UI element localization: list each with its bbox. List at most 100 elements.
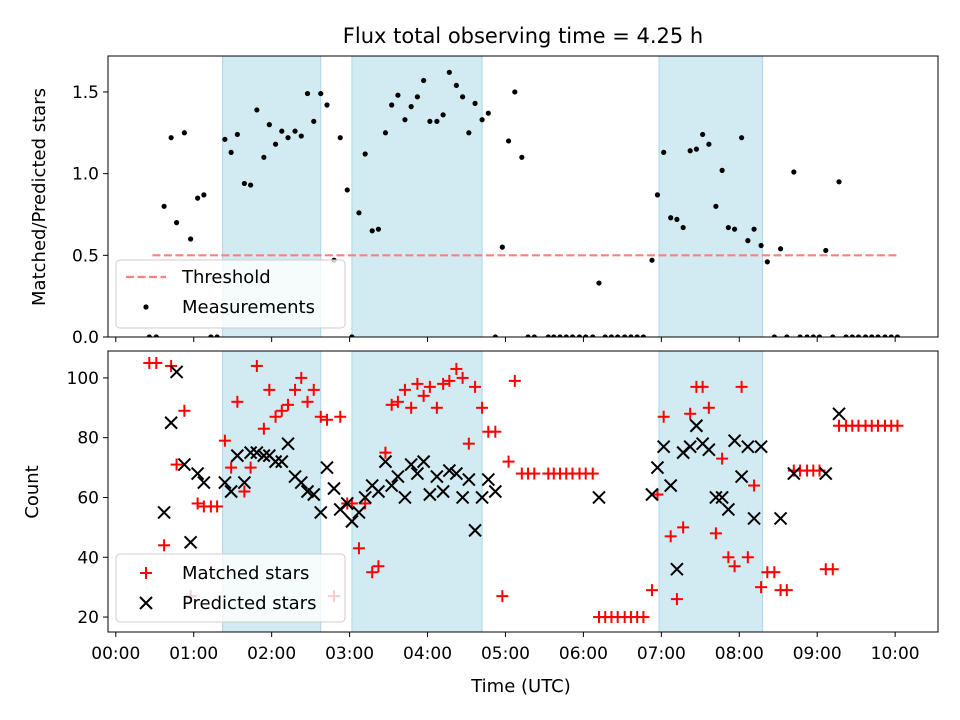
- x-stroke: [727, 433, 742, 448]
- matched-star-point: [709, 527, 722, 540]
- top-legend: Threshold Measurements: [115, 259, 346, 329]
- bottom-y-axis: 20 40 60 80 100: [67, 369, 108, 628]
- x-stroke: [592, 490, 606, 505]
- matched-star-point: [637, 611, 650, 624]
- measurement-point: [784, 334, 790, 337]
- measurement-point: [311, 118, 317, 124]
- measurement-point: [649, 257, 655, 263]
- matched-star-point: [320, 413, 333, 426]
- x-stroke: [268, 454, 283, 469]
- matched-star-point: [696, 380, 709, 393]
- measurement-point: [563, 334, 569, 337]
- matched-star-point: [728, 560, 741, 573]
- measurement-point: [349, 334, 355, 337]
- measurement-point: [713, 203, 719, 209]
- y-tick-label: 40: [77, 548, 99, 568]
- measurement-point: [201, 192, 207, 198]
- matched-star-point: [366, 566, 379, 579]
- top-y-axis-label: Matched/Predicted stars: [29, 88, 50, 306]
- x-stroke: [262, 448, 277, 463]
- predicted-star-point: [442, 463, 457, 478]
- measurement-point: [531, 334, 537, 337]
- measurement-point: [771, 334, 777, 337]
- x-tick-label: 07:00: [637, 644, 686, 664]
- matched-star-point: [677, 521, 690, 534]
- measurement-point: [241, 180, 247, 187]
- measurement-point: [173, 220, 180, 226]
- measurement-point: [414, 94, 420, 100]
- matched-star-point: [826, 563, 839, 576]
- matched-star-point: [469, 380, 482, 393]
- measurement-point: [569, 334, 576, 337]
- x-stroke: [307, 487, 321, 502]
- measurement-point: [344, 187, 350, 193]
- predicted-star-point: [773, 511, 788, 526]
- predicted-star-point: [734, 469, 749, 484]
- predicted-star-point: [727, 433, 742, 448]
- measurement-point: [298, 133, 304, 139]
- measurement-point: [285, 135, 291, 141]
- measurement-point: [745, 238, 751, 244]
- observing-window: [658, 56, 764, 337]
- measurement-point: [719, 167, 725, 173]
- x-stroke: [455, 490, 470, 505]
- x-stroke: [715, 490, 729, 505]
- x-tick-label: 00:00: [91, 644, 140, 664]
- x-stroke: [275, 454, 289, 469]
- predicted-star-point: [709, 490, 723, 505]
- x-stroke: [462, 472, 476, 487]
- top-observing-windows: [222, 56, 764, 337]
- predicted-star-point: [656, 439, 671, 454]
- measurement-point: [731, 226, 738, 232]
- x-stroke: [481, 472, 496, 487]
- measurement-point: [894, 334, 901, 337]
- x-stroke: [345, 514, 359, 529]
- x-stroke: [177, 457, 192, 472]
- x-stroke: [773, 511, 788, 526]
- y-tick-label: 1.0: [72, 165, 99, 185]
- predicted-star-point: [423, 487, 437, 502]
- predicted-star-point: [683, 439, 697, 454]
- measurement-point: [602, 334, 608, 337]
- matched-star-point: [496, 590, 509, 603]
- measurement-point: [188, 236, 194, 242]
- measurement-point: [261, 154, 267, 160]
- measurement-point: [830, 334, 836, 337]
- matched-star-point: [443, 374, 456, 387]
- measurement-point: [804, 334, 810, 337]
- measurement-point: [693, 146, 700, 152]
- matched-star-point: [269, 410, 282, 423]
- x-stroke: [663, 478, 678, 493]
- x-stroke: [250, 445, 264, 460]
- matched-star-point: [379, 446, 392, 459]
- x-stroke: [695, 436, 710, 451]
- measurement-point: [816, 334, 823, 337]
- measurement-point: [434, 118, 440, 124]
- x-stroke: [371, 484, 386, 499]
- measurement-point: [590, 334, 596, 337]
- x-stroke: [645, 487, 659, 502]
- measurement-point: [375, 226, 382, 232]
- matched-star-point: [275, 404, 288, 417]
- x-stroke: [436, 484, 450, 499]
- chart-title: Flux total observing time = 4.25 h: [343, 24, 703, 48]
- predicted-star-point: [352, 505, 366, 520]
- matched-star-point: [289, 383, 302, 396]
- measurement-point: [512, 89, 518, 95]
- matched-star-point: [450, 362, 463, 375]
- matched-star-point: [423, 380, 436, 393]
- predicted-star-point: [650, 460, 665, 475]
- measurement-point: [466, 130, 472, 136]
- matched-star-point: [456, 371, 469, 384]
- measurement-point: [266, 122, 272, 128]
- measurement-point: [634, 334, 640, 337]
- x-stroke: [475, 490, 489, 505]
- y-tick-label: 0.5: [72, 246, 99, 266]
- x-stroke: [197, 475, 211, 490]
- measurement-point: [862, 334, 869, 337]
- x-stroke: [423, 487, 437, 502]
- predicted-star-point: [741, 439, 755, 454]
- predicted-star-point: [468, 523, 482, 538]
- predicted-star-point: [294, 475, 308, 490]
- measurement-point: [888, 334, 894, 337]
